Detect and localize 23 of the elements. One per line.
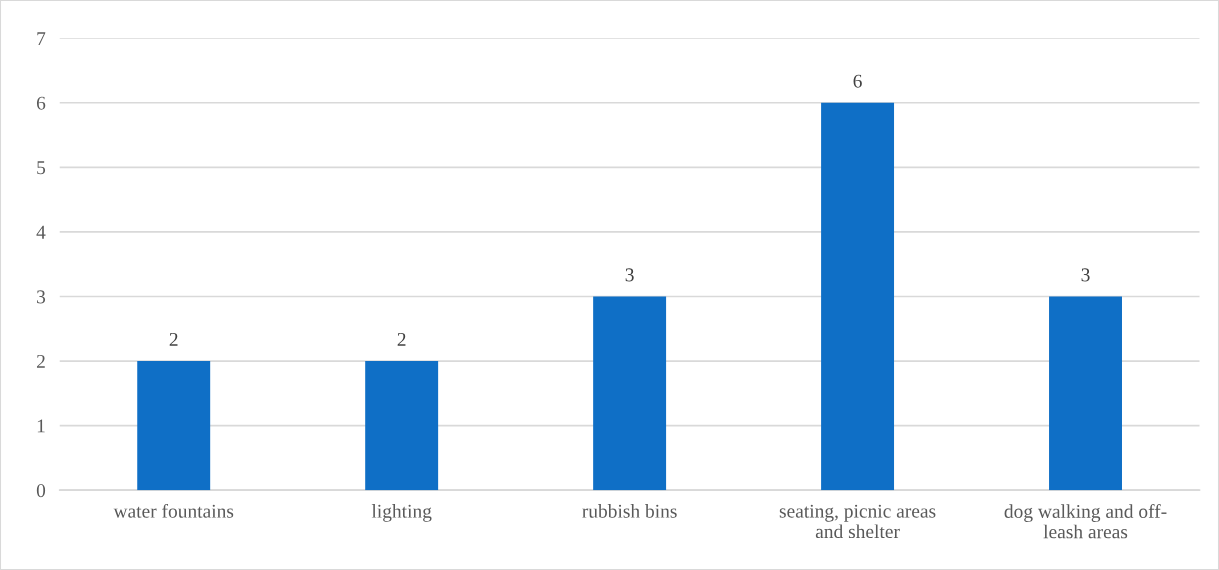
x-tick-label: rubbish bins	[582, 504, 677, 518]
data-label: 2	[169, 332, 178, 346]
bar	[365, 361, 439, 491]
x-tick-label: seating, picnic areas and shelter	[779, 504, 936, 539]
y-tick-label: 1	[37, 419, 45, 433]
x-tick-label: water fountains	[113, 503, 234, 518]
y-tick-label: 6	[36, 96, 46, 110]
y-tick-label: 0	[36, 484, 46, 498]
data-label: 3	[625, 268, 634, 282]
bar	[1049, 296, 1122, 491]
y-tick-label: 7	[37, 32, 46, 45]
y-tick-label: 4	[36, 225, 46, 239]
y-tick-label: 2	[36, 354, 45, 368]
y-tick-label: 5	[37, 161, 46, 175]
data-label: 6	[853, 74, 862, 88]
bar	[821, 102, 895, 491]
bar	[137, 361, 211, 491]
bar	[593, 296, 667, 491]
x-tick-label: lighting	[371, 504, 432, 522]
data-label: 2	[397, 332, 406, 346]
data-label: 3	[1081, 268, 1090, 282]
y-tick-label: 3	[37, 290, 46, 304]
x-tick-label: dog walking and off- leash areas	[1004, 504, 1167, 539]
